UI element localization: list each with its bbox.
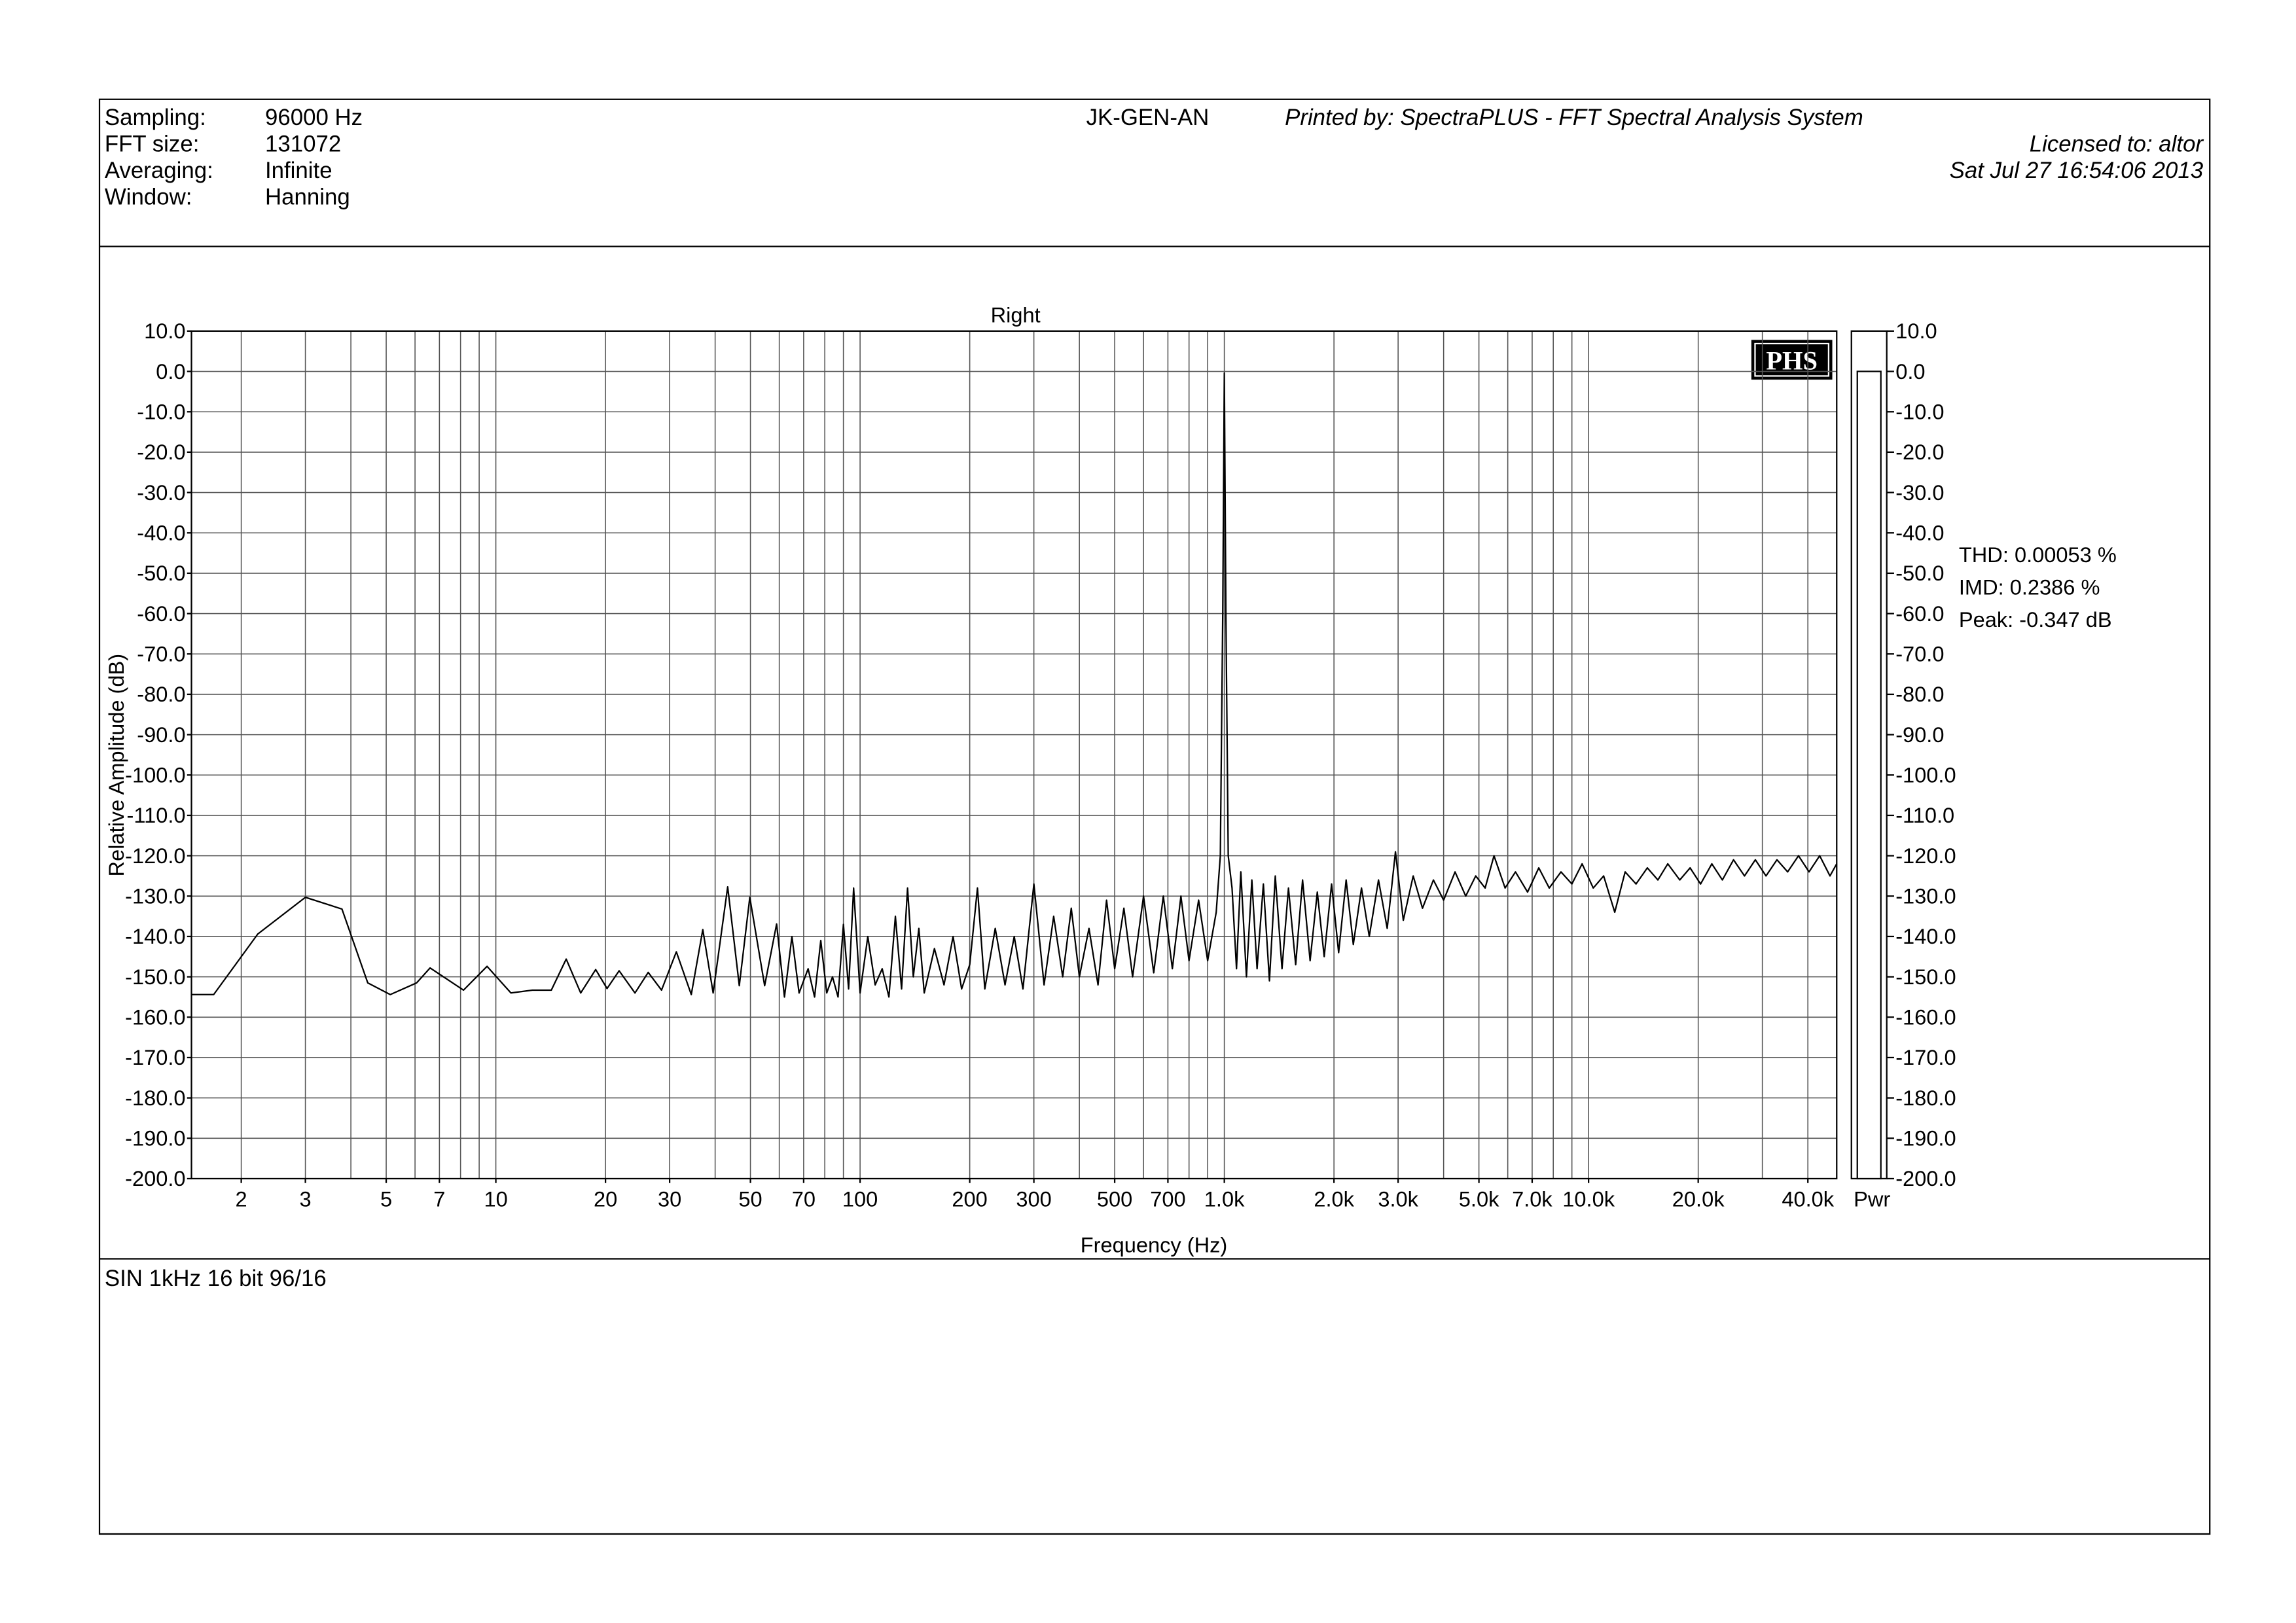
meter-bar bbox=[1856, 370, 1882, 1180]
logo: PHS bbox=[1766, 346, 1818, 375]
printed-by: Printed by: SpectraPLUS - FFT Spectral A… bbox=[1285, 105, 1863, 130]
y-tick-label: -50.0 bbox=[137, 561, 185, 585]
y2-tick-label: -20.0 bbox=[1895, 440, 1944, 464]
field-value: 131072 bbox=[265, 132, 341, 157]
y2-tick-label: -80.0 bbox=[1895, 682, 1944, 706]
x-tick-label: 50 bbox=[738, 1187, 762, 1211]
footer-note: SIN 1kHz 16 bit 96/16 bbox=[105, 1266, 327, 1291]
y2-tick-label: -90.0 bbox=[1895, 722, 1944, 747]
y-tick-label: -30.0 bbox=[137, 480, 185, 505]
y-tick-label: -130.0 bbox=[125, 884, 185, 908]
x-tick-label: 20.0k bbox=[1672, 1187, 1725, 1211]
x-tick-label: 200 bbox=[952, 1187, 987, 1211]
chart-title: Right bbox=[991, 302, 1041, 327]
y-tick-label: -190.0 bbox=[125, 1126, 185, 1150]
station: JK-GEN-AN bbox=[1086, 105, 1210, 130]
y2-tick-label: -170.0 bbox=[1895, 1045, 1956, 1069]
y2-tick-label: -130.0 bbox=[1895, 884, 1956, 908]
measurement: IMD: 0.2386 % bbox=[1959, 575, 2100, 599]
x-tick-label: 30 bbox=[658, 1187, 681, 1211]
y-tick-label: -170.0 bbox=[125, 1045, 185, 1069]
field-label: Sampling: bbox=[105, 105, 206, 130]
x-axis-title: Frequency (Hz) bbox=[1081, 1232, 1228, 1257]
y-tick-label: -10.0 bbox=[137, 399, 185, 423]
measurement: Peak: -0.347 dB bbox=[1959, 607, 2112, 632]
y-tick-label: -180.0 bbox=[125, 1086, 185, 1110]
y2-tick-label: -110.0 bbox=[1895, 803, 1954, 827]
y2-tick-label: -190.0 bbox=[1895, 1126, 1956, 1150]
x-tick-label: 3.0k bbox=[1378, 1187, 1418, 1211]
logo-box bbox=[1751, 340, 1833, 380]
y-tick-label: -110.0 bbox=[127, 803, 186, 827]
field-value: Infinite bbox=[265, 158, 332, 183]
y-tick-label: -60.0 bbox=[137, 601, 185, 626]
x-tick-label: 10.0k bbox=[1562, 1187, 1615, 1211]
y2-tick-label: -140.0 bbox=[1895, 924, 1956, 948]
x-tick-label: 7.0k bbox=[1512, 1187, 1552, 1211]
print-date: Sat Jul 27 16:54:06 2013 bbox=[1950, 158, 2204, 183]
spectrum-line bbox=[191, 372, 1838, 998]
x-tick-label: 2.0k bbox=[1314, 1187, 1354, 1211]
y-tick-label: -120.0 bbox=[125, 844, 185, 868]
x-tick-label: 100 bbox=[842, 1187, 878, 1211]
x-tick-label: 700 bbox=[1150, 1187, 1185, 1211]
y2-tick-label: -10.0 bbox=[1895, 399, 1944, 423]
x-tick-label: 40.0k bbox=[1782, 1187, 1834, 1211]
x-tick-label: 500 bbox=[1097, 1187, 1132, 1211]
x-tick-label: 10 bbox=[484, 1187, 507, 1211]
y2-tick-label: -180.0 bbox=[1895, 1086, 1956, 1110]
y2-tick-label: -30.0 bbox=[1895, 480, 1944, 505]
y2-tick-label: 10.0 bbox=[1895, 319, 1937, 343]
y-tick-label: 10.0 bbox=[144, 319, 185, 343]
x-tick-label: 5 bbox=[380, 1187, 392, 1211]
y-tick-label: -20.0 bbox=[137, 440, 185, 464]
y2-tick-label: -50.0 bbox=[1895, 561, 1944, 585]
y2-tick-label: -70.0 bbox=[1895, 642, 1944, 666]
y-tick-label: -200.0 bbox=[125, 1166, 185, 1190]
y2-tick-label: -100.0 bbox=[1895, 763, 1956, 787]
field-label: Window: bbox=[105, 185, 192, 210]
field-value: Hanning bbox=[265, 185, 350, 210]
y2-tick-label: 0.0 bbox=[1895, 359, 1925, 383]
field-label: FFT size: bbox=[105, 132, 200, 157]
report-frame bbox=[98, 98, 2211, 1535]
y-tick-label: 0.0 bbox=[156, 359, 185, 383]
y-tick-label: -70.0 bbox=[137, 642, 185, 666]
y2-tick-label: -200.0 bbox=[1895, 1166, 1956, 1190]
y2-tick-label: -40.0 bbox=[1895, 520, 1944, 544]
field-label: Averaging: bbox=[105, 158, 213, 183]
x-tick-label: 5.0k bbox=[1459, 1187, 1499, 1211]
logo-border bbox=[1754, 342, 1830, 377]
y-tick-label: -80.0 bbox=[137, 682, 185, 706]
y2-tick-label: -160.0 bbox=[1895, 1005, 1956, 1029]
y2-tick-label: -60.0 bbox=[1895, 601, 1944, 626]
y-tick-label: -140.0 bbox=[125, 924, 185, 948]
field-value: 96000 Hz bbox=[265, 105, 363, 130]
y2-tick-label: -150.0 bbox=[1895, 965, 1956, 989]
plot-frame bbox=[190, 330, 1838, 1180]
y-tick-label: -100.0 bbox=[125, 763, 185, 787]
y2-tick-label: -120.0 bbox=[1895, 844, 1956, 868]
x-tick-label: 300 bbox=[1016, 1187, 1051, 1211]
y-tick-label: -150.0 bbox=[125, 965, 185, 989]
meter-label: Pwr bbox=[1854, 1187, 1890, 1211]
y-tick-label: -40.0 bbox=[137, 520, 185, 544]
x-tick-label: 2 bbox=[236, 1187, 247, 1211]
x-tick-label: 70 bbox=[792, 1187, 816, 1211]
licensed-to: Licensed to: altor bbox=[2030, 132, 2204, 157]
x-tick-label: 20 bbox=[594, 1187, 617, 1211]
x-tick-label: 1.0k bbox=[1204, 1187, 1245, 1211]
y-axis-title: Relative Amplitude (dB) bbox=[104, 654, 128, 877]
y-tick-label: -160.0 bbox=[125, 1005, 185, 1029]
y-tick-label: -90.0 bbox=[137, 722, 185, 747]
x-tick-label: 3 bbox=[300, 1187, 312, 1211]
measurement: THD: 0.00053 % bbox=[1959, 543, 2117, 567]
x-tick-label: 7 bbox=[433, 1187, 445, 1211]
